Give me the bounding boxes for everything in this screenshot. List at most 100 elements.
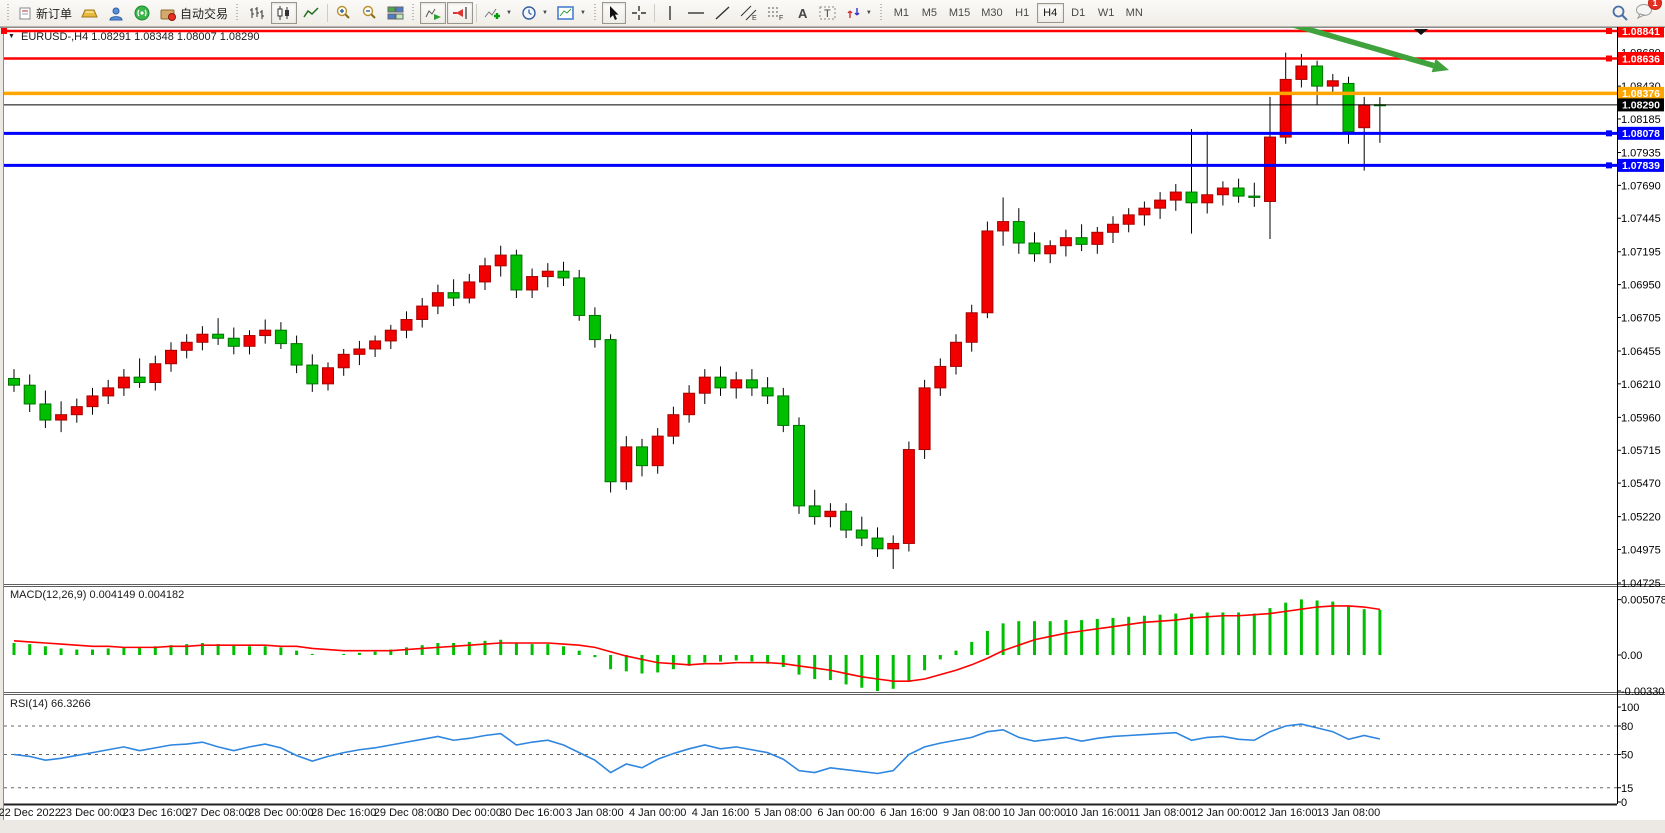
gold-ingot-icon [81, 9, 98, 17]
candle-body [1044, 245, 1057, 255]
price-badge-label: 1.08636 [1622, 53, 1660, 65]
chart-shift-marker[interactable] [1414, 29, 1428, 35]
price-tick-label: 1.05220 [1621, 512, 1661, 524]
timeframe-button-w1[interactable]: W1 [1097, 7, 1115, 19]
candle-body [1248, 195, 1261, 198]
auto-trading-button[interactable]: 自动交易 [156, 2, 232, 24]
price-badge-label: 1.08078 [1622, 128, 1660, 140]
rsi-axis-label: 50 [1621, 750, 1633, 762]
toolbar-grip[interactable] [236, 4, 241, 22]
price-badge-label: 1.08290 [1622, 100, 1660, 112]
time-axis-label: 29 Dec 08:00 [374, 807, 439, 819]
time-axis-label: 12 Jan 00:00 [1191, 807, 1255, 819]
timeframe-button-m5[interactable]: M5 [921, 7, 937, 19]
candle-body [400, 318, 413, 331]
candle-body [604, 339, 617, 483]
indicators-icon [484, 8, 501, 19]
line-chart-mode-button[interactable] [298, 2, 324, 24]
candle-body [510, 254, 523, 291]
timeframe-button-m15[interactable]: M15 [948, 7, 971, 19]
auto-trading-icon [160, 9, 177, 21]
candle-body [1264, 136, 1276, 202]
timeframe-button-mn[interactable]: MN [1125, 7, 1143, 19]
text-label-tool-button[interactable]: T [815, 2, 841, 24]
price-tick-label: 1.07445 [1621, 213, 1661, 225]
time-axis-label: 23 Dec 00:00 [60, 807, 125, 819]
price-badge [1618, 51, 1664, 65]
candle-body [541, 270, 554, 278]
candle-body [526, 276, 539, 291]
trend-arrow-head[interactable] [1431, 58, 1449, 73]
candle-body [133, 376, 146, 384]
trendline-tool-button[interactable] [710, 2, 735, 24]
price-badge [1618, 24, 1664, 38]
bar-chart-mode-button[interactable] [244, 2, 270, 24]
time-axis-label: 30 Dec 00:00 [437, 807, 502, 819]
candle-body [934, 365, 947, 389]
cursor-icon [610, 6, 619, 20]
toolbar-grip[interactable] [879, 4, 884, 22]
timeframe-button-h1[interactable]: H1 [1015, 7, 1030, 19]
chat-button[interactable]: 1 [1635, 0, 1662, 24]
crosshair-tool-button[interactable] [627, 2, 651, 24]
toolbar-grip[interactable] [7, 4, 11, 22]
svg-text:F: F [779, 15, 783, 21]
timeframe-button-m30[interactable]: M30 [981, 7, 1003, 19]
candle-body [918, 387, 931, 451]
channel-tool-button[interactable]: E [736, 2, 762, 24]
zoom-in-button[interactable] [331, 2, 356, 24]
time-axis-label: 28 Dec 00:00 [248, 807, 313, 819]
templates-button[interactable]: ▼ [553, 2, 590, 24]
candle-body [761, 387, 774, 397]
line-left-marker[interactable] [1, 28, 7, 34]
signals-button[interactable] [130, 2, 155, 24]
time-axis-label: 5 Jan 08:00 [755, 807, 813, 819]
candle-body [1201, 194, 1214, 204]
line-endpoint-marker[interactable] [1606, 162, 1612, 169]
candle-body [494, 254, 507, 267]
zoom-out-button[interactable] [357, 2, 382, 24]
fibonacci-tool-button[interactable]: F [763, 2, 789, 24]
candle-body [902, 449, 915, 544]
text-tool-button[interactable]: A [790, 2, 814, 24]
new-order-button[interactable]: 新订单 [15, 2, 76, 24]
trend-arrow-annotation[interactable] [1282, 19, 1435, 69]
arrows-tool-button[interactable]: ▼ [842, 2, 876, 24]
tile-windows-icon [387, 6, 404, 20]
timeframe-button-d1[interactable]: D1 [1071, 7, 1086, 19]
candle-body [196, 333, 209, 343]
candle-body [730, 379, 743, 389]
tile-windows-button[interactable] [383, 2, 408, 24]
cursor-tool-button[interactable] [601, 2, 626, 24]
price-tick-label: 1.04725 [1621, 578, 1661, 590]
market-watch-button[interactable] [77, 2, 103, 24]
timeframe-button-m1[interactable]: M1 [893, 7, 909, 19]
horizontal-line-tool-button[interactable] [683, 2, 709, 24]
candle-body [871, 537, 884, 550]
arrows-icon [847, 8, 860, 18]
candle-body [573, 277, 586, 316]
community-button[interactable] [104, 2, 129, 24]
line-endpoint-marker[interactable] [1606, 28, 1612, 35]
chart-shift-button[interactable] [447, 2, 474, 24]
main-toolbar: 新订单 自动交易 ▼ ▼ [0, 0, 1665, 27]
toolbar-grip[interactable] [412, 4, 417, 22]
search-icon[interactable] [1611, 4, 1629, 22]
vertical-line-tool-button[interactable] [658, 2, 682, 24]
time-axis-label: 30 Dec 16:00 [499, 807, 564, 819]
toolbar-grip[interactable] [593, 4, 598, 22]
candlestick-mode-button[interactable] [271, 2, 298, 24]
price-badge-label: 1.07839 [1622, 160, 1660, 172]
candle-body [1342, 82, 1355, 133]
timeframe-button-h4[interactable]: H4 [1036, 3, 1064, 23]
line-endpoint-marker[interactable] [1606, 130, 1612, 137]
auto-scroll-button[interactable] [420, 2, 447, 24]
candle-body [1138, 207, 1151, 216]
line-endpoint-marker[interactable] [1606, 55, 1612, 62]
candle-body [745, 379, 758, 389]
indicators-button[interactable]: ▼ [480, 2, 516, 24]
periods-button[interactable]: ▼ [517, 2, 552, 24]
chart-menu-caret-icon[interactable]: ▼ [8, 33, 15, 40]
candle-body [274, 329, 287, 345]
